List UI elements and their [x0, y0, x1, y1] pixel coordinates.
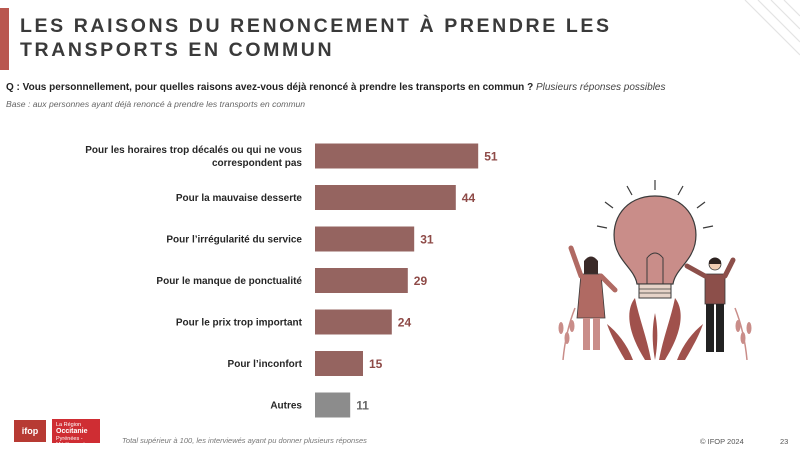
bar-chart: Pour les horaires trop décalés ou qui ne… — [85, 143, 498, 418]
page-number: 23 — [780, 437, 789, 446]
value-label: 29 — [414, 274, 428, 288]
accent-bar — [0, 8, 9, 70]
person-woman-illustration — [568, 245, 618, 350]
copyright: © IFOP 2024 — [700, 437, 744, 446]
region-logo-line2: Occitanie — [56, 428, 88, 435]
value-label: 11 — [356, 399, 369, 413]
region-logo-line3: Pyrénées - Méditerranée — [56, 436, 89, 448]
question-main: Q : Vous personnellement, pour quelles r… — [6, 82, 534, 93]
region-logo-line1: La Région — [56, 422, 82, 428]
category-label: Pour le prix trop important — [176, 318, 303, 329]
category-label: Pour la mauvaise desserte — [176, 193, 303, 204]
page-title: LES RAISONS DU RENONCEMENT À PRENDRE LES… — [20, 15, 612, 61]
corner-decoration — [744, 0, 800, 56]
bar — [315, 392, 351, 418]
plant-illustration — [607, 298, 703, 360]
bar — [315, 351, 363, 376]
bulb-glass — [613, 195, 697, 285]
value-label: 31 — [420, 233, 434, 247]
value-label: 15 — [369, 357, 383, 371]
region-occitanie-logo: La Région Occitanie Pyrénées - Méditerra… — [52, 419, 100, 448]
category-label: Pour les horaires trop décalés ou qui ne… — [85, 145, 302, 169]
category-label: Autres — [270, 401, 302, 412]
value-label: 51 — [484, 150, 498, 164]
lightbulb-illustration — [558, 180, 752, 360]
category-label: Pour l’irrégularité du service — [166, 235, 302, 246]
question-hint: Plusieurs réponses possibles — [535, 82, 666, 93]
category-label: Pour le manque de ponctualité — [156, 276, 302, 287]
bar — [315, 226, 415, 252]
value-label: 44 — [462, 191, 476, 205]
bar — [315, 185, 456, 210]
bulb-base — [638, 283, 672, 299]
base-note: Base : aux personnes ayant déjà renoncé … — [6, 99, 306, 109]
category-label: Pour l’inconfort — [228, 359, 303, 370]
value-label: 24 — [398, 316, 412, 330]
person-man-illustration — [684, 257, 736, 352]
footnote: Total supérieur à 100, les interviewés a… — [122, 436, 367, 445]
bar — [315, 309, 392, 335]
bar — [315, 143, 479, 169]
question-text: Q : Vous personnellement, pour quelles r… — [6, 82, 786, 93]
ifop-logo: ifop — [14, 420, 46, 442]
bar — [315, 268, 408, 293]
